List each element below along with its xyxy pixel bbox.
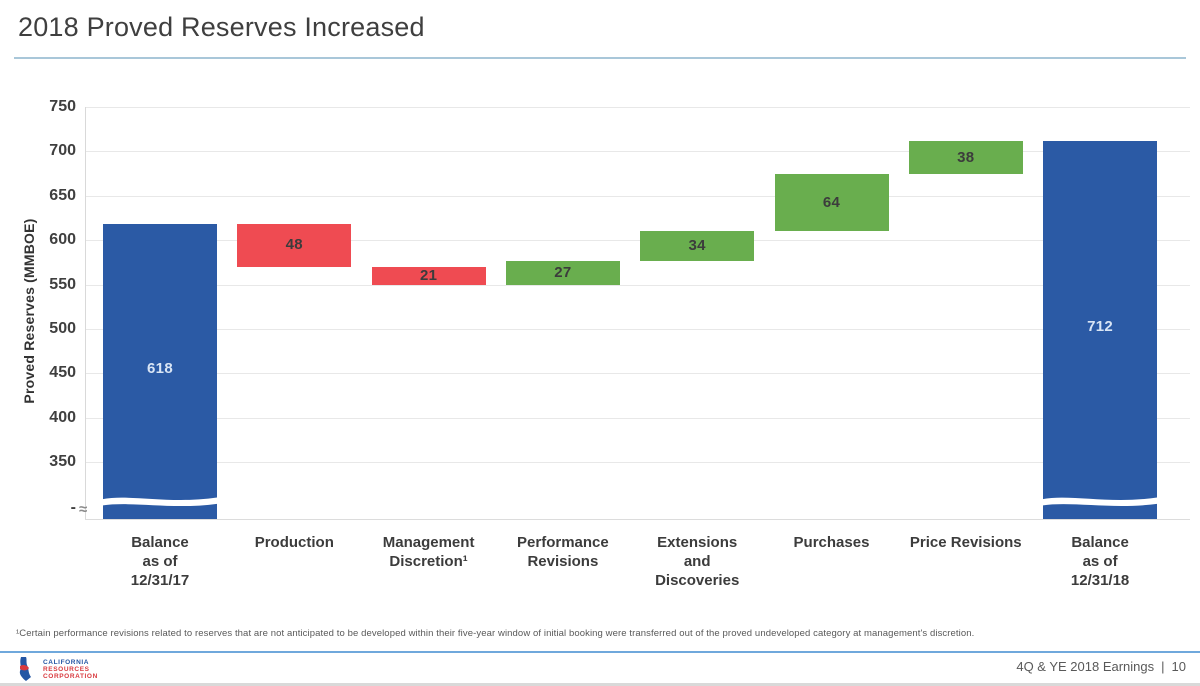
x-category-label: Management Discretion¹ bbox=[349, 533, 509, 571]
gridline bbox=[85, 462, 1190, 463]
gridline bbox=[85, 240, 1190, 242]
gridline bbox=[85, 328, 1190, 330]
waterfall-bar-decrease bbox=[237, 224, 352, 267]
waterfall-bar-increase bbox=[640, 231, 755, 262]
y-tick-label: 500 bbox=[49, 319, 76, 337]
x-category-label-line: Discretion¹ bbox=[389, 553, 468, 570]
bar-value-label: 48 bbox=[285, 236, 303, 254]
waterfall-bar-decrease bbox=[371, 266, 486, 286]
axis-break-symbol: ≈ bbox=[79, 501, 88, 518]
y-tick-baseline-label: - bbox=[70, 499, 76, 516]
bar-value-label: 618 bbox=[147, 359, 173, 377]
bar-value-label: 64 bbox=[822, 193, 841, 211]
crc-logo-line2: RESOURCES bbox=[43, 666, 90, 673]
x-category-label-line: Balance bbox=[1071, 534, 1129, 551]
gridline bbox=[85, 195, 1190, 197]
y-axis-line bbox=[85, 107, 86, 519]
waterfall-bar-total bbox=[102, 224, 218, 519]
gridline bbox=[85, 417, 1190, 419]
y-tick-label: 750 bbox=[49, 98, 76, 115]
bar-value-label: 712 bbox=[1087, 317, 1114, 335]
y-tick-label: 550 bbox=[49, 275, 76, 293]
crc-logo-text: CALIFORNIA RESOURCES CORPORATION bbox=[43, 658, 98, 680]
waterfall-bar-increase bbox=[505, 261, 620, 286]
gridline bbox=[85, 284, 1190, 286]
gridline bbox=[85, 107, 1190, 108]
y-tick-label: 400 bbox=[49, 408, 76, 426]
bar-value-label: 27 bbox=[554, 264, 572, 282]
bar-value-label: 21 bbox=[419, 267, 438, 285]
footer-divider bbox=[0, 651, 1200, 653]
x-category-label: Production bbox=[214, 533, 374, 552]
y-tick-label: 600 bbox=[49, 231, 76, 249]
waterfall-bar-total bbox=[1042, 140, 1159, 519]
bar-value-label: 34 bbox=[688, 237, 706, 255]
y-tick-label: 450 bbox=[49, 364, 76, 382]
y-tick-label: 650 bbox=[49, 186, 76, 204]
x-category-label: Extensions and Discoveries bbox=[617, 533, 777, 590]
x-category-label-line: Revisions bbox=[527, 553, 599, 570]
slide-title: 2018 Proved Reserves Increased bbox=[18, 12, 425, 42]
gridline bbox=[85, 151, 1190, 153]
footer-page-info: 4Q & YE 2018 Earnings | 10 bbox=[1016, 659, 1186, 674]
y-tick-label: 700 bbox=[49, 142, 76, 160]
footer-separator: | bbox=[1161, 659, 1165, 674]
gridline bbox=[85, 373, 1190, 375]
axis-break-wave bbox=[1042, 497, 1159, 507]
x-category-label-line: as of bbox=[1082, 553, 1118, 570]
x-category-label-line: Discoveries bbox=[655, 572, 740, 589]
x-category-label-line: Performance bbox=[517, 534, 609, 551]
x-category-label-line: Balance bbox=[131, 534, 189, 551]
x-axis-line bbox=[85, 519, 1190, 520]
x-category-label: Balance as of 12/31/18 bbox=[1020, 533, 1180, 590]
x-category-label-line: Purchases bbox=[793, 534, 870, 551]
california-state-icon bbox=[19, 657, 31, 681]
footer-page-number: 10 bbox=[1171, 659, 1186, 674]
waterfall-bar-increase bbox=[774, 174, 889, 232]
x-category-label: Performance Revisions bbox=[483, 533, 643, 571]
x-category-label: Balance as of 12/31/17 bbox=[80, 533, 240, 590]
x-category-label-line: 12/31/17 bbox=[130, 572, 190, 589]
y-tick-label: 350 bbox=[49, 453, 76, 470]
x-category-label-line: and bbox=[683, 553, 711, 570]
footer-deck-title: 4Q & YE 2018 Earnings bbox=[1016, 659, 1155, 674]
x-category-label: Price Revisions bbox=[886, 533, 1046, 552]
crc-logo: CALIFORNIA RESOURCES CORPORATION bbox=[14, 656, 98, 682]
bottom-edge-strip bbox=[0, 683, 1200, 686]
x-category-label-line: Price Revisions bbox=[909, 534, 1022, 551]
axis-break-wave bbox=[102, 497, 218, 507]
x-category-label-line: Management bbox=[382, 534, 475, 551]
x-category-label: Purchases bbox=[752, 533, 912, 552]
x-category-label-line: 12/31/18 bbox=[1070, 572, 1130, 589]
waterfall-bar-increase bbox=[908, 140, 1023, 175]
x-category-label-line: Extensions bbox=[657, 534, 738, 551]
title-underline bbox=[14, 57, 1186, 59]
x-category-label-line: Production bbox=[254, 534, 334, 551]
crc-logo-line1: CALIFORNIA bbox=[43, 659, 90, 666]
crc-logo-line3: CORPORATION bbox=[43, 673, 98, 680]
x-category-label-line: as of bbox=[142, 553, 178, 570]
footnote: ¹Certain performance revisions related t… bbox=[16, 628, 975, 639]
bar-value-label: 38 bbox=[957, 148, 975, 166]
